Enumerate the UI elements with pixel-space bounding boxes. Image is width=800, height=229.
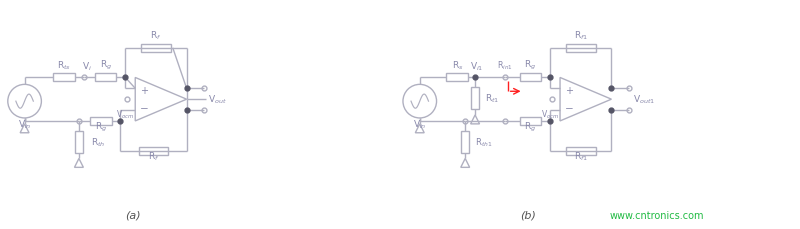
Bar: [141, 45, 171, 52]
Bar: [446, 74, 468, 82]
Text: V$_{in}$: V$_{in}$: [413, 118, 426, 130]
Text: R$_{f1}$: R$_{f1}$: [574, 150, 588, 163]
Text: R$_g$: R$_g$: [94, 120, 106, 133]
Text: R$_f$: R$_f$: [148, 150, 159, 163]
Bar: [138, 147, 168, 155]
Text: R$_{f1}$: R$_{f1}$: [574, 29, 588, 42]
Text: R$_g$: R$_g$: [524, 58, 537, 71]
Bar: [75, 131, 83, 153]
Text: V$_i$: V$_i$: [82, 60, 92, 72]
Bar: [471, 88, 479, 110]
Text: R$_{th1}$: R$_{th1}$: [475, 136, 493, 148]
Text: +: +: [140, 86, 148, 96]
Text: www.cntronics.com: www.cntronics.com: [610, 210, 704, 220]
Text: −: −: [565, 104, 573, 113]
Text: V$_{ocm}$: V$_{ocm}$: [541, 108, 559, 120]
Bar: [519, 74, 542, 82]
Text: R$_g$: R$_g$: [99, 58, 112, 71]
Bar: [566, 45, 596, 52]
Bar: [462, 131, 469, 153]
Text: −: −: [139, 104, 148, 113]
Text: R$_{in1}$: R$_{in1}$: [497, 59, 513, 71]
Bar: [90, 117, 111, 125]
Text: V$_{i1}$: V$_{i1}$: [470, 60, 484, 72]
Text: (b): (b): [521, 210, 536, 220]
Text: V$_{ocm}$: V$_{ocm}$: [116, 108, 134, 120]
Text: R$_g$: R$_g$: [524, 120, 537, 133]
Bar: [94, 74, 117, 82]
Bar: [54, 74, 75, 82]
Text: R$_{th}$: R$_{th}$: [90, 136, 106, 148]
Text: V$_{out}$: V$_{out}$: [208, 93, 227, 106]
Text: R$_f$: R$_f$: [150, 29, 162, 42]
Text: V$_{out1}$: V$_{out1}$: [633, 93, 655, 106]
Text: (a): (a): [126, 210, 141, 220]
Text: R$_{t1}$: R$_{t1}$: [485, 93, 499, 105]
Bar: [566, 147, 596, 155]
Text: R$_{ts}$: R$_{ts}$: [57, 59, 71, 71]
Text: R$_s$: R$_s$: [451, 59, 463, 71]
Text: V$_{in}$: V$_{in}$: [18, 118, 31, 130]
Text: +: +: [565, 86, 573, 96]
Bar: [519, 117, 542, 125]
